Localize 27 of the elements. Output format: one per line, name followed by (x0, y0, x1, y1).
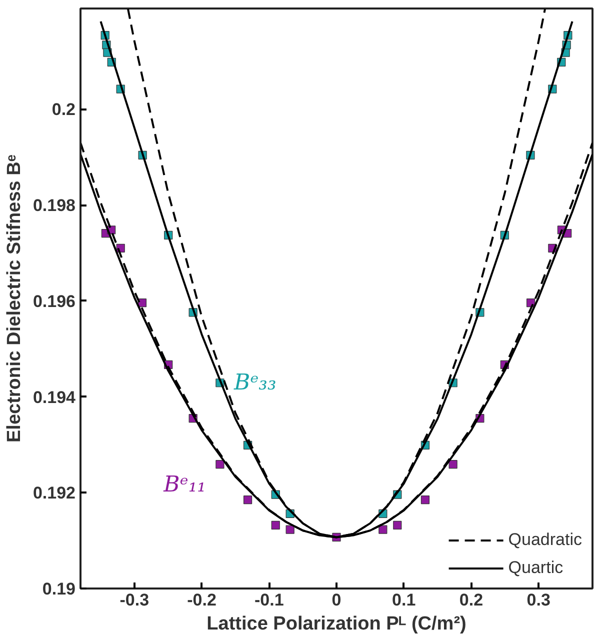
y-tick-label: 0.192 (32, 484, 76, 503)
point (286, 525, 294, 534)
point (448, 460, 458, 469)
series-label: Bᵉ₁₁ (162, 472, 206, 498)
y-tick-label: 0.2 (52, 100, 76, 120)
x-tick-label: -0.3 (120, 590, 150, 610)
point (243, 496, 252, 504)
x-axis-title: Lattice Polarization Pᴸ (C/m²) (206, 614, 466, 634)
x-tick-label: 0.1 (392, 590, 416, 610)
x-tick-label: -0.2 (187, 590, 216, 610)
series-label: Bᵉ₃₃ (232, 370, 276, 396)
x-tick-label: 0 (332, 590, 342, 610)
point (378, 525, 388, 534)
x-tick-label: 0.3 (526, 590, 550, 610)
y-tick-label: 0.19 (42, 580, 76, 598)
point (216, 460, 224, 469)
y-axis-title: Electronic Dielectric Stifness Bᵉ (4, 154, 25, 443)
x-tick-label: 0.2 (459, 590, 484, 610)
point (393, 520, 402, 530)
point (420, 496, 430, 504)
y-tick-label: 0.194 (32, 388, 76, 407)
point (271, 520, 280, 530)
x-tick-label: -0.1 (254, 590, 284, 610)
legend-label: Quadratic (508, 530, 582, 550)
legend-label: Quartic (508, 558, 564, 578)
y-tick-label: 0.198 (32, 196, 76, 216)
y-tick-label: 0.196 (32, 292, 76, 311)
